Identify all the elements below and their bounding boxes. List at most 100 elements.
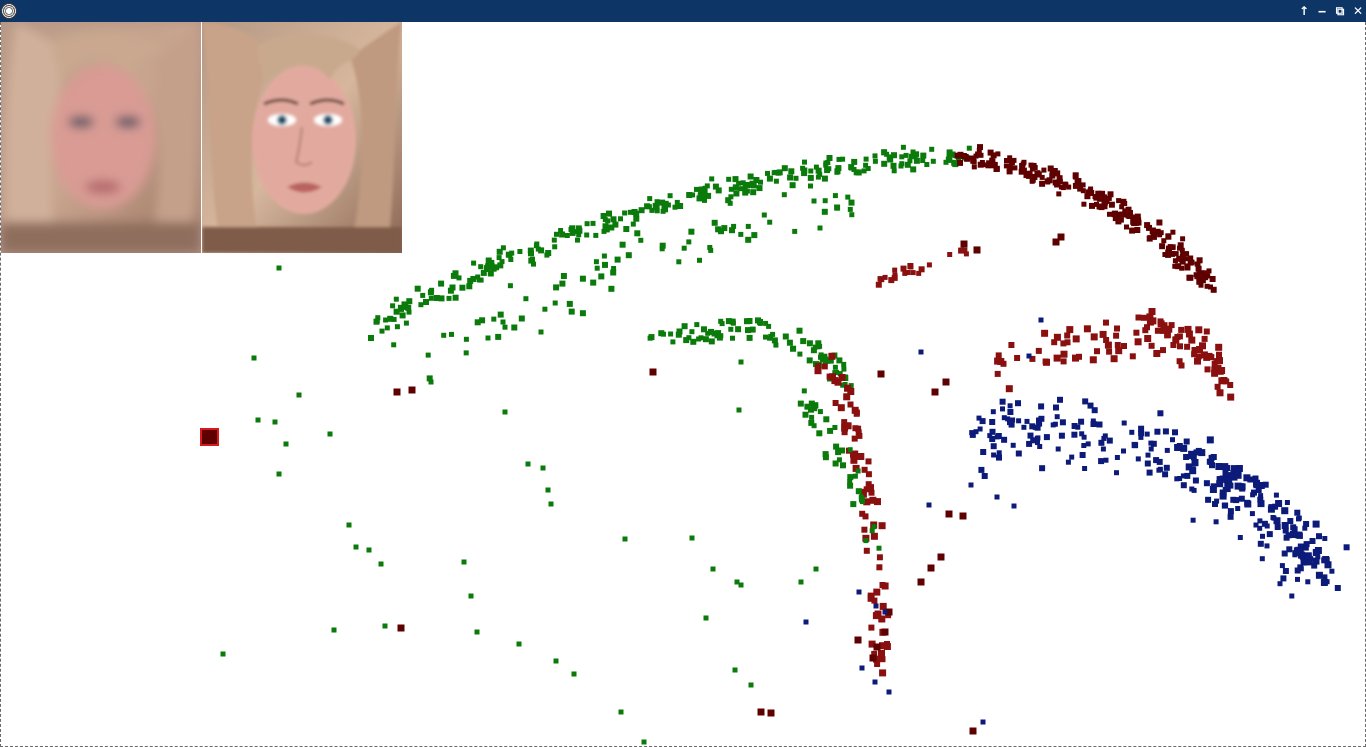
app-icon[interactable] xyxy=(1,3,17,19)
point-marker xyxy=(832,400,839,406)
point-marker xyxy=(1223,378,1230,385)
point-marker xyxy=(1176,443,1183,449)
point-marker xyxy=(1134,213,1141,220)
point-marker xyxy=(1089,356,1097,364)
point-marker xyxy=(872,158,878,164)
point-marker xyxy=(835,449,842,456)
point-marker xyxy=(960,153,967,159)
point-marker xyxy=(690,338,697,345)
point-marker xyxy=(1233,497,1240,504)
highlighted-point[interactable] xyxy=(200,428,219,446)
point-marker xyxy=(1255,487,1262,493)
point-marker xyxy=(1177,343,1183,350)
point-marker xyxy=(892,267,898,273)
point-marker xyxy=(840,156,846,162)
point-marker xyxy=(394,324,400,330)
point-marker xyxy=(870,532,878,540)
point-marker xyxy=(1305,579,1311,585)
point-marker xyxy=(1218,377,1226,385)
point-marker xyxy=(1196,257,1203,264)
point-marker xyxy=(744,182,751,188)
close-icon[interactable]: ✕ xyxy=(1352,4,1364,18)
3d-scatter-viewport[interactable] xyxy=(0,22,1366,747)
point-marker xyxy=(1202,270,1208,277)
point-marker xyxy=(1211,366,1218,373)
point-marker xyxy=(899,161,905,167)
point-marker xyxy=(1257,540,1264,547)
point-marker xyxy=(902,270,908,276)
point-marker xyxy=(1294,567,1301,574)
point-marker xyxy=(1215,463,1223,470)
point-marker xyxy=(855,429,862,436)
point-cloud[interactable] xyxy=(1,22,1366,747)
point-marker xyxy=(1156,458,1163,465)
arrow-up-icon[interactable]: ↑ xyxy=(1298,4,1310,18)
point-marker xyxy=(834,378,842,386)
point-marker xyxy=(1103,319,1109,326)
point-marker xyxy=(517,249,523,254)
point-marker xyxy=(676,259,682,265)
point-marker xyxy=(579,310,586,317)
point-marker xyxy=(1262,481,1269,488)
point-marker xyxy=(1124,224,1129,230)
point-marker xyxy=(756,185,763,192)
point-marker xyxy=(1029,166,1035,172)
point-marker xyxy=(1206,436,1214,444)
point-marker xyxy=(1151,234,1157,240)
restore-icon[interactable]: ⧉ xyxy=(1335,4,1345,18)
point-marker xyxy=(433,295,440,301)
title-bar[interactable]: ↑ ‒ ⧉ ✕ xyxy=(0,0,1366,22)
point-marker xyxy=(1184,325,1192,333)
point-marker xyxy=(910,149,916,155)
point-marker xyxy=(888,277,895,284)
point-marker xyxy=(813,566,819,572)
point-marker xyxy=(1334,585,1341,591)
point-marker xyxy=(366,547,372,553)
point-marker xyxy=(1055,446,1061,452)
point-marker xyxy=(1088,190,1095,196)
point-marker xyxy=(881,582,889,590)
point-marker xyxy=(733,190,740,197)
point-marker xyxy=(375,315,381,321)
point-marker xyxy=(1157,466,1163,472)
point-marker xyxy=(738,186,744,192)
point-marker xyxy=(822,451,829,458)
point-marker xyxy=(1005,385,1013,393)
point-marker xyxy=(1204,366,1211,373)
point-marker xyxy=(1282,568,1289,574)
point-marker xyxy=(1194,357,1201,365)
point-marker xyxy=(593,232,599,238)
point-marker xyxy=(863,156,869,162)
point-marker xyxy=(1287,518,1294,524)
point-marker xyxy=(1281,507,1289,515)
point-marker xyxy=(811,198,817,204)
point-marker xyxy=(981,473,988,479)
point-marker xyxy=(836,357,843,364)
minimize-icon[interactable]: ‒ xyxy=(1317,4,1327,18)
point-marker xyxy=(1039,174,1045,180)
point-marker xyxy=(1213,519,1219,525)
point-marker xyxy=(817,171,823,177)
point-marker xyxy=(538,329,544,335)
point-marker xyxy=(709,176,715,182)
point-marker xyxy=(749,326,756,333)
point-marker xyxy=(1098,439,1105,446)
point-marker xyxy=(812,344,818,350)
point-marker xyxy=(1195,265,1202,272)
point-marker xyxy=(773,342,779,348)
point-marker xyxy=(590,279,597,286)
point-marker xyxy=(841,361,847,367)
point-marker xyxy=(1281,550,1288,557)
point-marker xyxy=(1294,509,1301,516)
point-marker xyxy=(798,579,804,585)
point-marker xyxy=(816,430,823,437)
point-marker xyxy=(876,554,883,561)
point-marker xyxy=(602,261,608,268)
point-marker xyxy=(738,582,744,588)
point-marker xyxy=(1188,336,1196,344)
point-marker xyxy=(426,375,433,382)
point-marker xyxy=(1183,454,1190,460)
point-marker xyxy=(886,689,892,695)
point-marker xyxy=(1216,389,1224,397)
point-marker xyxy=(690,192,696,198)
